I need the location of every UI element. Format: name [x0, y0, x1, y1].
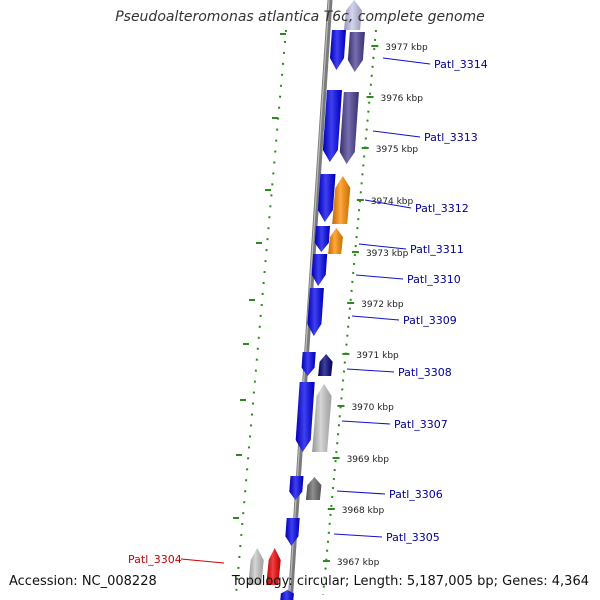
kbp-marker-label: 3970 kbp: [351, 403, 394, 413]
gene-arrow-inner-3303[interactable]: [280, 590, 294, 600]
gene-label-patl_3308[interactable]: Patl_3308: [398, 366, 452, 379]
gene-arrow-3306[interactable]: [305, 477, 322, 500]
kbp-marker-label: 3975 kbp: [376, 145, 419, 155]
gene-label-line-patl_3309: [351, 315, 400, 321]
gene-label-line-patl_3306: [336, 490, 386, 495]
outer-dotted-guide: [235, 29, 287, 596]
gene-label-patl_3312[interactable]: Patl_3312: [415, 202, 469, 215]
gene-label-line-patl_3311: [358, 243, 407, 250]
gene-arrow-inner-3308[interactable]: [301, 352, 316, 376]
gene-label-patl_3310[interactable]: Patl_3310: [407, 273, 461, 286]
gene-label-patl_3313[interactable]: Patl_3313: [424, 131, 478, 144]
gene-arrow-inner-3312[interactable]: [317, 174, 336, 222]
gene-label-line-patl_3313: [372, 130, 421, 138]
kbp-marker-label: 3971 kbp: [356, 351, 399, 361]
gene-arrow-inner-3309[interactable]: [307, 288, 324, 336]
gene-arrow-3307[interactable]: [312, 384, 332, 452]
gene-label-line-patl_3304: [180, 558, 225, 564]
gene-arrow-3313[interactable]: [339, 92, 359, 164]
gene-arrow-3314[interactable]: [347, 32, 365, 72]
genome-title: Pseudoalteromonas atlantica T6c, complet…: [115, 9, 485, 25]
accession-text: Accession: NC_008228: [9, 574, 157, 589]
gene-arrow-inner-3306[interactable]: [289, 476, 304, 500]
gene-label-line-patl_3305: [333, 533, 383, 538]
gene-label-patl_3305[interactable]: Patl_3305: [386, 531, 440, 544]
gene-arrow-inner-3310[interactable]: [311, 254, 328, 286]
kbp-marker-label: 3973 kbp: [366, 249, 409, 259]
gene-arrow-3312[interactable]: [332, 176, 351, 224]
gene-arrow-inner-3307[interactable]: [295, 382, 315, 452]
gene-label-patl_3307[interactable]: Patl_3307: [394, 418, 448, 431]
gene-label-patl_3306[interactable]: Patl_3306: [389, 488, 443, 501]
gene-label-line-patl_3312: [364, 199, 412, 209]
gene-arrow-3304-partner[interactable]: [248, 548, 264, 585]
genome-info-text: Topology: circular; Length: 5,187,005 bp…: [231, 574, 589, 589]
gene-label-line-patl_3314: [382, 57, 431, 65]
gene-arrow-inner-3311[interactable]: [314, 226, 330, 252]
kbp-marker-label: 3969 kbp: [347, 455, 390, 465]
gene-label-patl_3304[interactable]: Patl_3304: [128, 553, 182, 566]
gene-label-line-patl_3310: [355, 274, 404, 280]
gene-label-line-patl_3308: [346, 368, 395, 373]
gene-arrow-3304[interactable]: [266, 548, 281, 585]
kbp-marker-label: 3976 kbp: [381, 94, 424, 104]
kbp-marker-label: 3968 kbp: [342, 506, 385, 516]
gene-label-patl_3311[interactable]: Patl_3311: [410, 243, 464, 256]
gene-label-patl_3309[interactable]: Patl_3309: [403, 314, 457, 327]
gene-arrow-outer-top[interactable]: [344, 0, 362, 30]
kbp-marker-label: 3977 kbp: [385, 43, 428, 53]
kbp-marker-label: 3972 kbp: [361, 300, 404, 310]
kbp-marker-label: 3967 kbp: [337, 558, 380, 568]
gene-arrow-inner-3305[interactable]: [285, 518, 300, 546]
gene-label-line-patl_3307: [341, 420, 391, 425]
gene-arrow-inner-3314[interactable]: [330, 30, 346, 70]
kbp-marker-label: 3974 kbp: [371, 197, 414, 207]
gene-arrow-3308[interactable]: [318, 354, 333, 376]
gene-label-patl_3314[interactable]: Patl_3314: [434, 58, 488, 71]
gene-arrow-inner-3313[interactable]: [322, 90, 342, 162]
gene-arrow-3311[interactable]: [328, 228, 343, 254]
